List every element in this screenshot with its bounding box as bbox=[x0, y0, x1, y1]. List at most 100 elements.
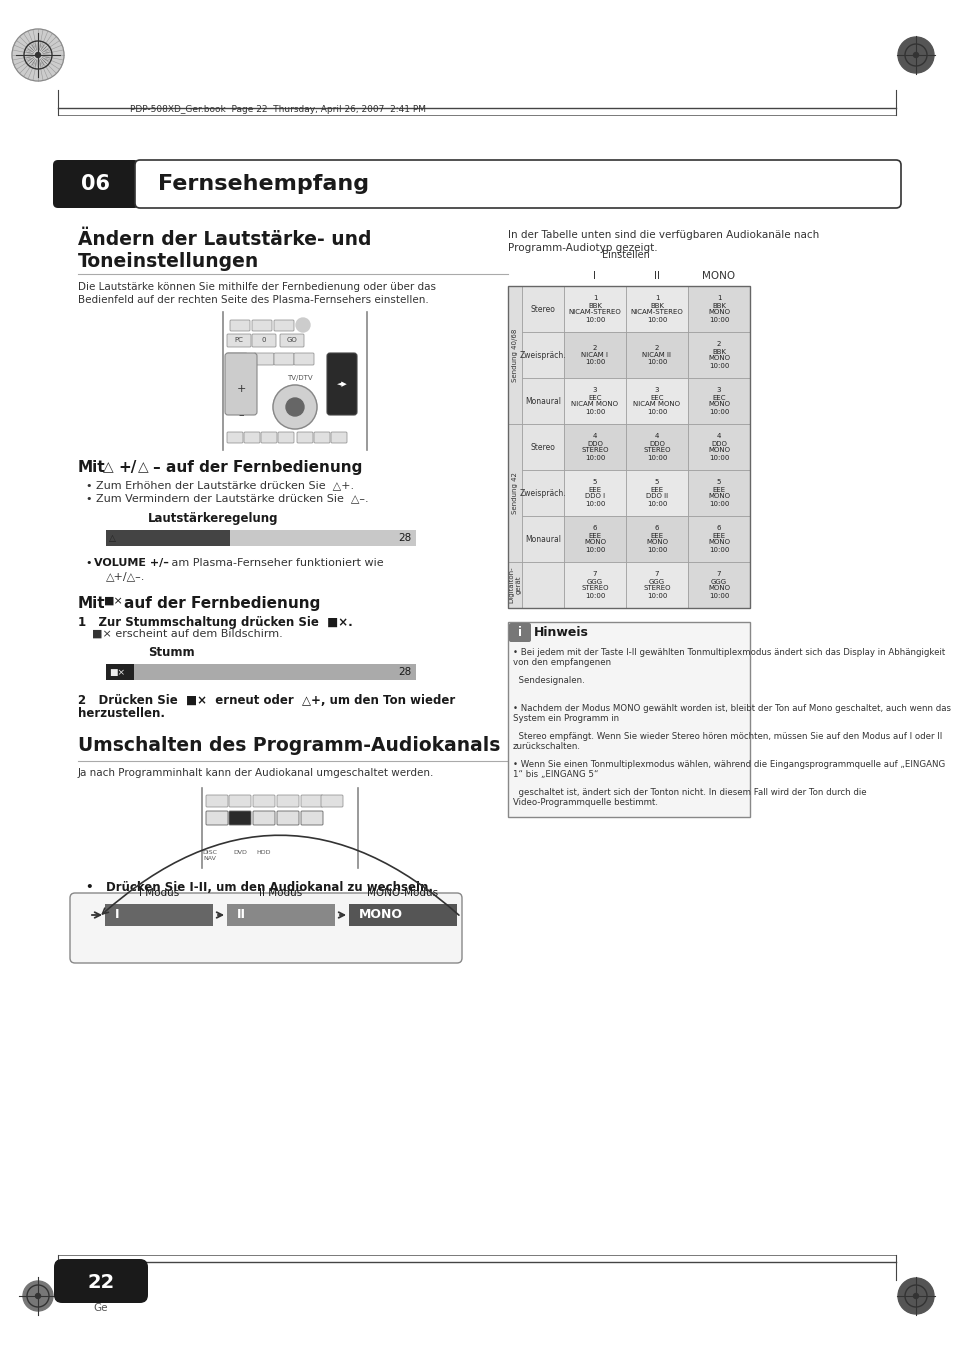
Text: ◄▶: ◄▶ bbox=[336, 381, 347, 386]
Text: 5
EEE
DDO II
10:00: 5 EEE DDO II 10:00 bbox=[645, 480, 667, 507]
Text: • Zum Vermindern der Lautstärke drücken Sie  △–.: • Zum Vermindern der Lautstärke drücken … bbox=[86, 493, 368, 503]
FancyBboxPatch shape bbox=[229, 811, 251, 825]
FancyBboxPatch shape bbox=[253, 811, 274, 825]
Bar bbox=[106, 663, 416, 680]
Text: am Plasma-Fernseher funktioniert wie: am Plasma-Fernseher funktioniert wie bbox=[168, 558, 383, 567]
FancyBboxPatch shape bbox=[301, 794, 323, 807]
Text: PDP-508XD_Ger.book  Page 22  Thursday, April 26, 2007  2:41 PM: PDP-508XD_Ger.book Page 22 Thursday, Apr… bbox=[130, 105, 426, 115]
Bar bbox=[507, 286, 521, 424]
Text: 6
EEE
MONO
10:00: 6 EEE MONO 10:00 bbox=[707, 526, 729, 553]
FancyBboxPatch shape bbox=[327, 353, 356, 415]
Text: geschaltet ist, ändert sich der Tonton nicht. In diesem Fall wird der Ton durch : geschaltet ist, ändert sich der Tonton n… bbox=[513, 788, 865, 808]
Text: •: • bbox=[86, 558, 96, 567]
Bar bbox=[625, 424, 687, 470]
Bar bbox=[625, 332, 687, 378]
Bar bbox=[106, 663, 133, 680]
Circle shape bbox=[35, 53, 40, 58]
Text: 7
GGG
STEREO
10:00: 7 GGG STEREO 10:00 bbox=[642, 571, 670, 598]
Text: GO: GO bbox=[286, 336, 297, 343]
Bar bbox=[625, 516, 687, 562]
Text: △: △ bbox=[109, 534, 115, 543]
Circle shape bbox=[35, 1293, 40, 1298]
FancyBboxPatch shape bbox=[206, 794, 228, 807]
Circle shape bbox=[913, 1293, 918, 1298]
Text: In der Tabelle unten sind die verfügbaren Audiokanäle nach: In der Tabelle unten sind die verfügbare… bbox=[507, 230, 819, 240]
Bar bbox=[521, 516, 563, 562]
FancyBboxPatch shape bbox=[225, 353, 256, 415]
Circle shape bbox=[913, 53, 918, 58]
Text: 4
DDO
STEREO
10:00: 4 DDO STEREO 10:00 bbox=[580, 434, 608, 461]
Text: Stereo empfängt. Wenn Sie wieder Stereo hören möchten, müssen Sie auf den Modus : Stereo empfängt. Wenn Sie wieder Stereo … bbox=[513, 732, 942, 751]
Text: Umschalten des Programm-Audiokanals: Umschalten des Programm-Audiokanals bbox=[78, 736, 500, 755]
Text: Monaural: Monaural bbox=[524, 396, 560, 405]
FancyBboxPatch shape bbox=[135, 159, 900, 208]
FancyBboxPatch shape bbox=[296, 432, 313, 443]
Text: Digitalton-
gerät: Digitalton- gerät bbox=[508, 566, 521, 604]
Text: Sendesignalen.: Sendesignalen. bbox=[513, 676, 584, 685]
Text: △: △ bbox=[138, 459, 149, 474]
Text: 3
EEC
NICAM MONO
10:00: 3 EEC NICAM MONO 10:00 bbox=[633, 388, 679, 415]
Text: Fernsehempfang: Fernsehempfang bbox=[158, 174, 369, 195]
Text: 22: 22 bbox=[88, 1273, 114, 1292]
FancyBboxPatch shape bbox=[294, 353, 314, 365]
Bar bbox=[687, 470, 749, 516]
Text: 28: 28 bbox=[398, 667, 412, 677]
Bar bbox=[625, 562, 687, 608]
Text: 3
EEC
MONO
10:00: 3 EEC MONO 10:00 bbox=[707, 388, 729, 415]
FancyBboxPatch shape bbox=[244, 432, 260, 443]
Bar bbox=[227, 904, 335, 925]
Bar bbox=[563, 332, 625, 378]
Text: MONO: MONO bbox=[701, 272, 735, 281]
FancyBboxPatch shape bbox=[280, 334, 304, 347]
Text: △+/△–.: △+/△–. bbox=[106, 571, 145, 581]
Text: • Nachdem der Modus MONO gewählt worden ist, bleibt der Ton auf Mono geschaltet,: • Nachdem der Modus MONO gewählt worden … bbox=[513, 704, 950, 723]
Text: Stereo: Stereo bbox=[530, 304, 555, 313]
Text: ■×: ■× bbox=[109, 667, 125, 677]
Text: 2   Drücken Sie  ■×  erneut oder  △+, um den Ton wieder: 2 Drücken Sie ■× erneut oder △+, um den … bbox=[78, 694, 455, 707]
Text: Sendung 40/68: Sendung 40/68 bbox=[512, 328, 517, 382]
Text: 4
DDO
MONO
10:00: 4 DDO MONO 10:00 bbox=[707, 434, 729, 461]
Text: Mit: Mit bbox=[78, 596, 106, 611]
Text: I: I bbox=[593, 272, 596, 281]
Bar bbox=[687, 286, 749, 332]
FancyBboxPatch shape bbox=[261, 432, 276, 443]
Circle shape bbox=[273, 385, 316, 430]
FancyBboxPatch shape bbox=[70, 893, 461, 963]
Bar bbox=[349, 904, 456, 925]
Text: Die Lautstärke können Sie mithilfe der Fernbedienung oder über das: Die Lautstärke können Sie mithilfe der F… bbox=[78, 282, 436, 292]
Bar bbox=[687, 516, 749, 562]
Text: +/: +/ bbox=[118, 459, 136, 476]
Text: Ja nach Programminhalt kann der Audiokanal umgeschaltet werden.: Ja nach Programminhalt kann der Audiokan… bbox=[78, 767, 434, 778]
Circle shape bbox=[23, 1281, 53, 1310]
FancyBboxPatch shape bbox=[314, 432, 330, 443]
Bar bbox=[563, 562, 625, 608]
Circle shape bbox=[286, 399, 304, 416]
Bar bbox=[521, 378, 563, 424]
FancyBboxPatch shape bbox=[320, 794, 343, 807]
Bar bbox=[563, 424, 625, 470]
Bar bbox=[563, 470, 625, 516]
Text: 2
NICAM II
10:00: 2 NICAM II 10:00 bbox=[641, 345, 671, 365]
Bar bbox=[687, 332, 749, 378]
FancyBboxPatch shape bbox=[227, 432, 243, 443]
Text: 28: 28 bbox=[398, 534, 412, 543]
Bar bbox=[507, 424, 521, 562]
Text: • Wenn Sie einen Tonmultiplexmodus wählen, während die Eingangsprogrammquelle au: • Wenn Sie einen Tonmultiplexmodus wähle… bbox=[513, 761, 944, 780]
Bar bbox=[625, 286, 687, 332]
Text: HDD: HDD bbox=[256, 850, 271, 855]
FancyBboxPatch shape bbox=[253, 794, 274, 807]
Text: ■× erscheint auf dem Bildschirm.: ■× erscheint auf dem Bildschirm. bbox=[91, 630, 282, 639]
Text: Hinweis: Hinweis bbox=[534, 626, 588, 639]
Bar bbox=[687, 424, 749, 470]
Text: Toneinstellungen: Toneinstellungen bbox=[78, 253, 259, 272]
Bar bbox=[521, 424, 563, 470]
Text: II: II bbox=[236, 908, 246, 921]
Text: I: I bbox=[115, 908, 119, 921]
FancyBboxPatch shape bbox=[509, 623, 531, 642]
Text: Einstellen: Einstellen bbox=[601, 250, 649, 259]
Bar bbox=[521, 562, 563, 608]
FancyBboxPatch shape bbox=[227, 334, 251, 347]
Text: PC: PC bbox=[234, 336, 243, 343]
Text: DISC
NAV: DISC NAV bbox=[202, 850, 217, 861]
FancyBboxPatch shape bbox=[274, 353, 294, 365]
